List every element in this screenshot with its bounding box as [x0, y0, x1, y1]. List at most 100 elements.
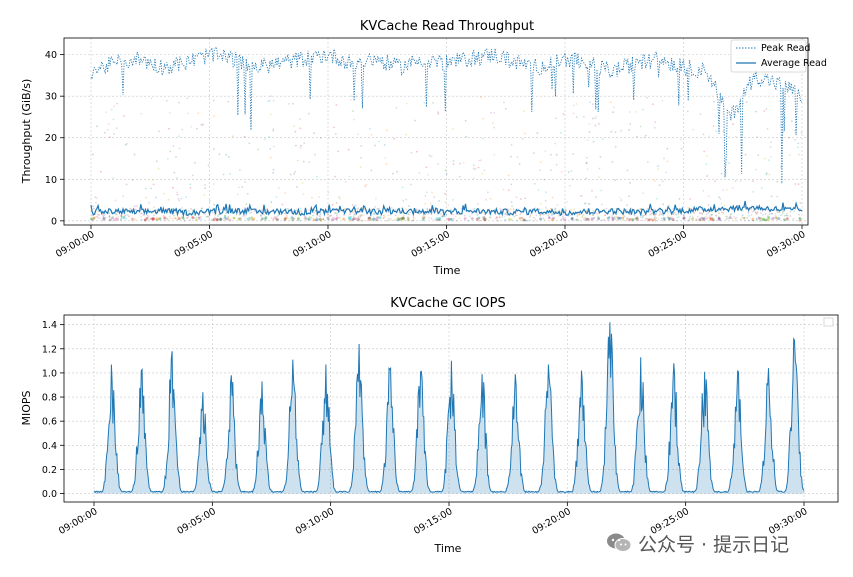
throughput-sample-point — [354, 213, 356, 216]
throughput-sample-point — [598, 176, 600, 178]
throughput-sample-point — [405, 133, 408, 136]
throughput-sample-point — [539, 217, 543, 221]
throughput-sample-point — [586, 139, 589, 142]
throughput-sample-point — [695, 219, 697, 222]
throughput-sample-point — [219, 217, 223, 221]
throughput-sample-point — [307, 217, 311, 221]
throughput-sample-point — [744, 153, 747, 156]
throughput-sample-point — [611, 216, 613, 219]
throughput-sample-point — [286, 207, 289, 210]
throughput-sample-point — [360, 157, 362, 159]
throughput-sample-point — [705, 217, 708, 220]
throughput-sample-point — [693, 212, 696, 214]
throughput-sample-point — [120, 218, 122, 220]
throughput-sample-point — [129, 208, 132, 210]
throughput-sample-point — [318, 215, 321, 217]
throughput-sample-point — [225, 217, 228, 221]
throughput-sample-point — [613, 106, 615, 108]
throughput-sample-point — [626, 204, 628, 207]
throughput-sample-point — [503, 101, 505, 104]
throughput-sample-point — [281, 203, 284, 206]
throughput-sample-point — [702, 217, 706, 220]
throughput-sample-point — [646, 219, 649, 222]
throughput-sample-point — [592, 217, 595, 220]
throughput-sample-point — [426, 208, 429, 211]
throughput-sample-point — [249, 212, 251, 215]
throughput-sample-point — [354, 218, 357, 221]
throughput-sample-point — [265, 219, 267, 222]
throughput-sample-point — [798, 213, 800, 216]
throughput-sample-point — [104, 216, 107, 219]
throughput-sample-point — [587, 218, 590, 221]
throughput-sample-point — [719, 219, 722, 222]
throughput-sample-point — [778, 211, 781, 214]
throughput-sample-point — [332, 216, 334, 219]
throughput-sample-point — [250, 211, 253, 214]
throughput-sample-point — [510, 218, 513, 221]
throughput-sample-point — [798, 219, 801, 222]
throughput-sample-point — [105, 111, 107, 114]
throughput-sample-point — [410, 151, 413, 154]
throughput-sample-point — [223, 214, 226, 217]
throughput-sample-point — [423, 216, 426, 219]
throughput-sample-point — [175, 217, 178, 220]
throughput-sample-point — [701, 212, 703, 215]
throughput-sample-point — [445, 172, 448, 175]
throughput-sample-point — [675, 213, 677, 216]
throughput-sample-point — [374, 144, 376, 147]
throughput-sample-point — [499, 207, 501, 210]
throughput-sample-point — [227, 156, 230, 158]
throughput-sample-point — [483, 169, 486, 172]
throughput-sample-point — [623, 215, 626, 218]
throughput-sample-point — [467, 219, 469, 222]
throughput-sample-point — [217, 215, 220, 218]
throughput-sample-point — [375, 197, 377, 200]
throughput-sample-point — [322, 218, 325, 221]
throughput-sample-point — [525, 219, 528, 222]
throughput-sample-point — [662, 217, 666, 220]
throughput-sample-point — [187, 216, 190, 218]
throughput-sample-point — [770, 156, 772, 158]
throughput-sample-point — [233, 217, 236, 219]
throughput-sample-point — [723, 204, 726, 207]
throughput-sample-point — [253, 210, 256, 212]
throughput-sample-point — [799, 219, 802, 222]
throughput-sample-point — [437, 111, 439, 113]
throughput-sample-point — [595, 196, 597, 199]
throughput-sample-point — [352, 218, 355, 221]
throughput-sample-point — [108, 216, 111, 218]
throughput-sample-point — [668, 219, 671, 221]
throughput-sample-point — [673, 219, 676, 222]
throughput-sample-point — [176, 193, 179, 196]
throughput-sample-point — [196, 127, 198, 130]
throughput-sample-point — [320, 219, 322, 222]
throughput-sample-point — [108, 214, 111, 217]
throughput-sample-point — [777, 217, 781, 221]
throughput-sample-point — [470, 217, 474, 220]
throughput-sample-point — [227, 215, 230, 218]
throughput-sample-point — [91, 219, 94, 222]
throughput-sample-point — [547, 214, 550, 217]
throughput-sample-point — [767, 216, 771, 220]
throughput-sample-point — [567, 171, 570, 173]
throughput-sample-point — [238, 186, 240, 189]
throughput-sample-point — [200, 207, 203, 210]
throughput-sample-point — [472, 164, 475, 167]
throughput-sample-point — [472, 177, 475, 180]
throughput-sample-point — [477, 213, 479, 216]
throughput-sample-point — [259, 214, 262, 217]
throughput-sample-point — [471, 212, 473, 215]
throughput-sample-point — [734, 217, 737, 220]
throughput-sample-point — [247, 217, 251, 221]
throughput-sample-point — [741, 216, 744, 219]
peak-read-line — [90, 46, 803, 184]
gc-iops-empty-legend — [823, 317, 834, 327]
throughput-sample-point — [576, 215, 579, 217]
throughput-sample-point — [763, 219, 765, 222]
throughput-sample-point — [396, 216, 400, 220]
throughput-sample-point — [124, 143, 127, 146]
throughput-sample-point — [438, 218, 440, 221]
throughput-sample-point — [312, 218, 315, 220]
throughput-sample-point — [397, 217, 401, 221]
throughput-sample-point — [438, 219, 441, 221]
